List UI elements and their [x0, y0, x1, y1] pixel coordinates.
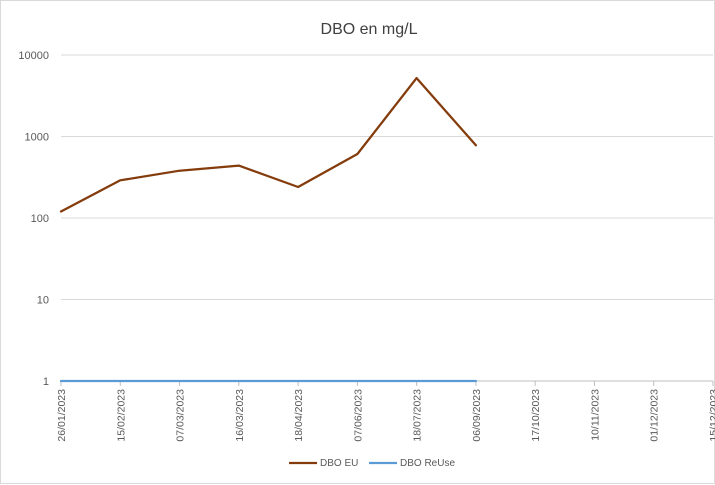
y-tick-label: 10 — [37, 295, 49, 307]
y-tick-label: 100 — [31, 213, 49, 225]
x-tick-label: 16/03/2023 — [234, 389, 246, 442]
y-tick-label: 10000 — [18, 50, 49, 62]
chart-title: DBO en mg/L — [321, 21, 418, 38]
y-tick-label: 1 — [43, 376, 49, 388]
y-axis-ticks: 1 10 100 1000 10000 — [18, 50, 49, 388]
x-axis: 26/01/2023 15/02/2023 07/03/2023 16/03/2023… — [56, 380, 715, 442]
x-tick-label: 06/09/2023 — [471, 389, 483, 442]
x-tick-label: 26/01/2023 — [56, 389, 68, 442]
x-tick-label: 15/02/2023 — [115, 389, 127, 442]
x-tick-label: 10/11/2023 — [589, 389, 601, 441]
series-lines — [59, 76, 478, 383]
x-tick-label: 17/10/2023 — [530, 389, 542, 442]
legend-label: DBO ReUse — [400, 458, 455, 469]
gridlines — [61, 54, 713, 300]
x-tick-label: 07/03/2023 — [175, 389, 187, 442]
x-tick-label: 18/04/2023 — [293, 389, 305, 442]
x-tick-label: 01/12/2023 — [649, 389, 661, 442]
y-tick-label: 1000 — [25, 132, 49, 144]
x-tick-label: 07/06/2023 — [352, 389, 364, 442]
x-tick-label: 18/07/2023 — [412, 389, 424, 442]
series-line-dbo-eu — [59, 76, 478, 213]
legend-label: DBO EU — [320, 458, 358, 469]
legend: DBO EU DBO ReUse — [289, 458, 455, 469]
x-tick-label: 15/12/2023 — [708, 389, 715, 442]
